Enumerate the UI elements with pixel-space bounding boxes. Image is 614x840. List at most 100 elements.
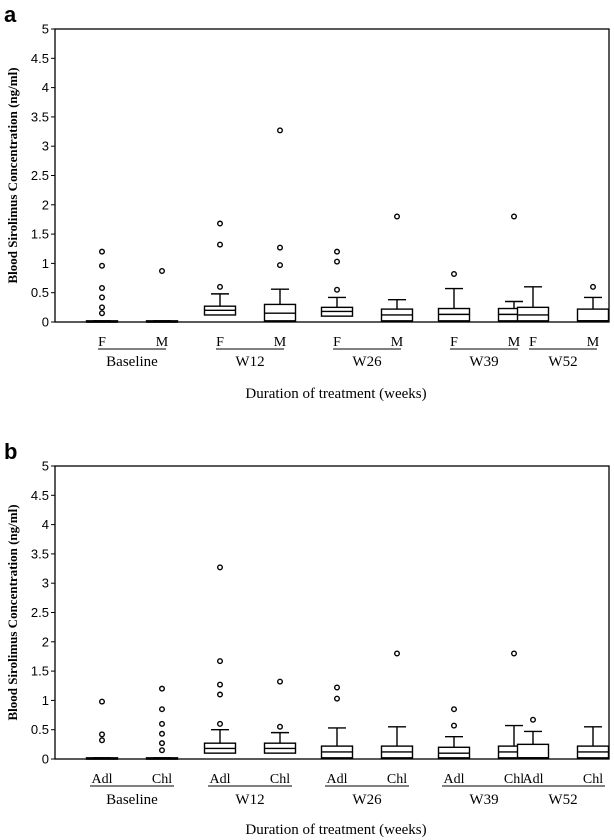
outlier-point [98,304,105,311]
category-label: F [98,335,106,350]
y-tick-label: 5 [42,459,49,474]
y-axis-label: Blood Sirolimus Concentration (ng/ml) [5,67,20,283]
outlier-point [158,747,165,754]
outlier-point [98,285,105,292]
outlier-point [334,286,341,293]
outlier-point [158,706,165,713]
outlier-point [98,262,105,269]
y-tick-label: 0 [42,315,49,330]
y-tick-label: 1.5 [31,664,49,679]
outlier-point [98,698,105,705]
category-label: Adl [210,772,231,787]
group-label: Baseline [106,792,158,808]
outlier-point [216,720,223,727]
outlier-point [277,244,284,251]
outlier-point [334,684,341,691]
category-label: Chl [152,772,172,787]
group-label: W52 [548,792,577,808]
outlier-point [98,310,105,317]
y-tick-label: 3 [42,139,49,154]
y-tick-label: 3.5 [31,109,49,124]
panel-b-letter: b [4,439,17,464]
box [576,308,610,322]
outlier-point [451,270,458,277]
panel-b: b 0 0.5 1 1.5 2 2.5 3 3.5 4 4.5 5 Blood Sirolimus C… [4,439,610,838]
outlier-point [277,678,284,685]
category-label: Chl [270,772,290,787]
outlier-point [216,283,223,290]
category-label: Adl [92,772,113,787]
outlier-point [216,691,223,698]
category-label: F [529,335,537,350]
outlier-point [216,658,223,665]
category-label: F [216,335,224,350]
outlier-point [216,564,223,571]
category-label: M [156,335,169,350]
outlier-point [158,730,165,737]
outlier-point [277,262,284,269]
x-axis-label: Duration of treatment (weeks) [245,822,426,838]
outlier-point [98,731,105,738]
y-tick-label: 2.5 [31,168,49,183]
outlier-point [277,127,284,134]
group-label: W39 [469,354,498,370]
outlier-point [334,695,341,702]
box [516,306,550,322]
y-axis-label: Blood Sirolimus Concentration (ng/ml) [5,504,20,720]
category-label: Chl [583,772,603,787]
outlier-point [451,706,458,713]
y-tick-label: 2 [42,634,49,649]
category-label: Adl [444,772,465,787]
y-tick-label: 3.5 [31,546,49,561]
y-tick-label: 5 [42,22,49,37]
outlier-point [394,650,401,657]
group-label: W26 [352,354,382,370]
outlier-point [216,681,223,688]
y-tick-label: 4.5 [31,488,49,503]
y-tick-label: 1 [42,693,49,708]
outlier-point [98,248,105,255]
outlier-point [451,722,458,729]
outlier-point [590,283,597,290]
outlier-point [158,685,165,692]
outlier-point [98,737,105,744]
outlier-point [277,723,284,730]
plot-frame [54,28,610,323]
group-label: W12 [235,354,264,370]
outlier-point [158,720,165,727]
category-label: M [274,335,287,350]
y-tick-label: 4 [42,80,49,95]
plot-frame [54,465,610,760]
group-label: W12 [235,792,264,808]
group-label: W39 [469,792,498,808]
outlier-point [158,268,165,275]
y-tick-label: 0.5 [31,722,49,737]
group-label: W52 [548,354,577,370]
y-tick-label: 0.5 [31,285,49,300]
outlier-point [216,220,223,227]
x-axis-label: Duration of treatment (weeks) [245,386,426,402]
category-label: M [391,335,404,350]
panel-a-letter: a [4,2,17,27]
y-tick-label: 1.5 [31,227,49,242]
category-label: F [450,335,458,350]
category-label: M [508,335,521,350]
box [516,743,550,759]
group-label: W26 [352,792,382,808]
outlier-point [511,213,518,220]
y-tick-label: 3 [42,576,49,591]
outlier-point [334,258,341,265]
outlier-point [511,650,518,657]
category-label: F [333,335,341,350]
y-tick-label: 1 [42,256,49,271]
y-tick-label: 4.5 [31,51,49,66]
group-label: Baseline [106,354,158,370]
outlier-point [158,740,165,747]
y-tick-label: 0 [42,752,49,767]
outlier-point [98,294,105,301]
outlier-point [530,716,537,723]
outlier-point [394,213,401,220]
category-label: Adl [523,772,544,787]
panel-a: a 0 0.5 1 1.5 2 2.5 3 3.5 4 4.5 5 Blood Sirolimus C… [4,2,610,402]
